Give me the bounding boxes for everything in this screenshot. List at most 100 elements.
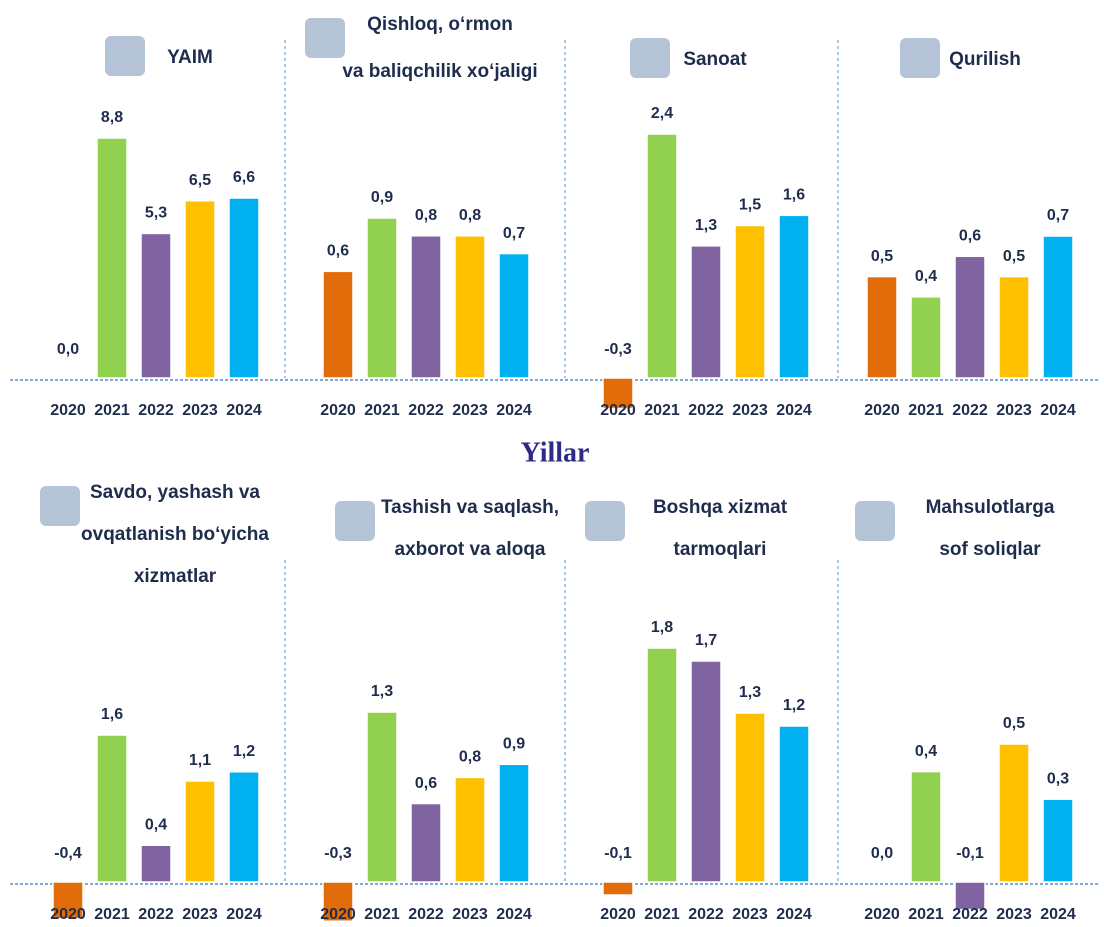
value-label: 0,0 [57, 341, 79, 358]
panel-title: Savdo, yashash va [90, 482, 260, 503]
x-tick-label: 2021 [364, 906, 400, 923]
bar [410, 235, 442, 379]
value-label: 1,7 [695, 632, 717, 649]
panel-title: Boshqa xizmat [653, 497, 788, 518]
value-label: -0,3 [604, 341, 632, 358]
bar [96, 734, 128, 883]
value-label: 1,3 [739, 684, 761, 701]
axis-label: Yillar [521, 437, 590, 468]
x-tick-label: 2022 [408, 906, 444, 923]
bar [954, 255, 986, 379]
bar [454, 776, 486, 883]
x-tick-label: 2022 [688, 402, 724, 419]
x-tick-label: 2024 [496, 906, 532, 923]
bar [910, 296, 942, 379]
value-label: 1,3 [371, 683, 393, 700]
x-tick-label: 2020 [320, 402, 356, 419]
value-label: 1,3 [695, 217, 717, 234]
x-tick-label: 2023 [452, 402, 488, 419]
value-label: 2,4 [651, 105, 673, 122]
bar [778, 725, 810, 883]
x-tick-label: 2023 [182, 906, 218, 923]
icon [855, 501, 895, 541]
panel-title: ovqatlanish bo‘yicha [81, 524, 269, 545]
x-tick-label: 2024 [226, 402, 262, 419]
bar [866, 275, 898, 379]
x-tick-label: 2023 [732, 402, 768, 419]
panel-title: Mahsulotlarga [926, 497, 1055, 518]
bar [140, 844, 172, 883]
bar [690, 245, 722, 379]
panel-title: Qishloq, o‘rmon [367, 14, 513, 35]
panel-title: Qurilish [949, 49, 1021, 70]
bar [910, 770, 942, 883]
x-tick-label: 2022 [952, 402, 988, 419]
value-label: 0,6 [327, 243, 349, 260]
value-label: 0,9 [503, 736, 525, 753]
value-label: 0,0 [871, 845, 893, 862]
panel-title: Tashish va saqlash, [381, 497, 559, 518]
x-tick-label: 2024 [1040, 402, 1076, 419]
value-label: 0,5 [1003, 715, 1025, 732]
value-label: -0,1 [604, 845, 632, 862]
value-label: 1,1 [189, 752, 211, 769]
x-tick-label: 2024 [226, 906, 262, 923]
bar [778, 214, 810, 379]
bar [998, 743, 1030, 883]
value-label: 0,3 [1047, 770, 1069, 787]
value-label: 0,9 [371, 189, 393, 206]
bar [228, 771, 260, 883]
value-label: 0,4 [915, 268, 937, 285]
x-tick-label: 2021 [364, 402, 400, 419]
x-tick-label: 2020 [320, 906, 356, 923]
bar [498, 252, 530, 379]
value-label: 0,8 [459, 749, 481, 766]
panel-title: tarmoqlari [674, 539, 767, 560]
value-label: 5,3 [145, 205, 167, 222]
x-tick-label: 2021 [94, 906, 130, 923]
bar [96, 137, 128, 379]
bar [366, 217, 398, 379]
x-tick-label: 2022 [138, 402, 174, 419]
x-tick-label: 2024 [776, 402, 812, 419]
value-label: 8,8 [101, 109, 123, 126]
bar [602, 377, 634, 410]
bar [322, 270, 354, 379]
bar [1042, 798, 1074, 883]
bar [366, 711, 398, 883]
icon [105, 36, 145, 76]
bar [410, 802, 442, 883]
value-label: 1,5 [739, 197, 761, 214]
x-tick-label: 2024 [776, 906, 812, 923]
x-tick-label: 2022 [138, 906, 174, 923]
icon [40, 486, 80, 526]
x-tick-label: 2023 [732, 906, 768, 923]
x-tick-label: 2023 [996, 906, 1032, 923]
bar [734, 224, 766, 379]
bar [454, 235, 486, 379]
value-label: 1,2 [233, 743, 255, 760]
value-label: 6,6 [233, 169, 255, 186]
value-label: -0,3 [324, 845, 352, 862]
x-tick-label: 2020 [864, 906, 900, 923]
panel-title: xizmatlar [134, 566, 217, 587]
bar [646, 133, 678, 379]
value-label: 0,4 [145, 816, 167, 833]
panel-title: va baliqchilik xo‘jaligi [342, 61, 537, 82]
value-label: 0,5 [1003, 248, 1025, 265]
panel-title: sof soliqlar [939, 539, 1041, 560]
value-label: 0,8 [415, 207, 437, 224]
value-label: 0,7 [1047, 207, 1069, 224]
x-tick-label: 2020 [600, 402, 636, 419]
bar [646, 647, 678, 883]
x-tick-label: 2020 [50, 906, 86, 923]
x-tick-label: 2020 [600, 906, 636, 923]
icon [900, 38, 940, 78]
x-tick-label: 2020 [864, 402, 900, 419]
x-tick-label: 2021 [94, 402, 130, 419]
icon [585, 501, 625, 541]
value-label: 0,8 [459, 207, 481, 224]
bar [322, 881, 354, 922]
x-tick-label: 2021 [644, 402, 680, 419]
